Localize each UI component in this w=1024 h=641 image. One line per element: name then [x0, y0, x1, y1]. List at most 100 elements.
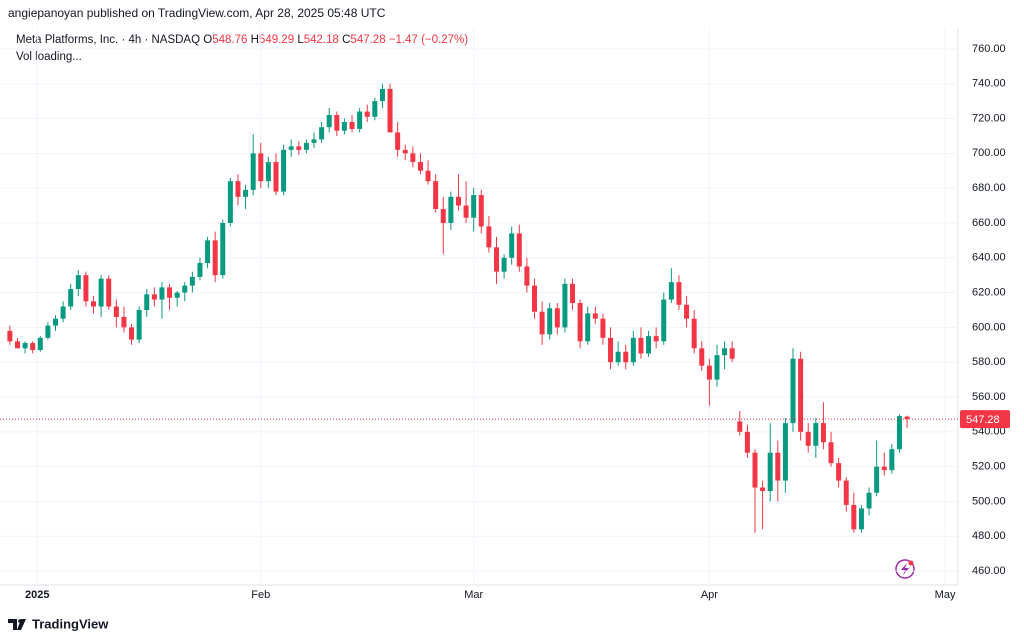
- candle-body: [767, 452, 773, 492]
- candle-body: [410, 153, 416, 163]
- candle-body: [805, 431, 811, 446]
- symbol-name: Meta Platforms, Inc. · 4h · NASDAQ: [16, 34, 200, 46]
- candle-body: [174, 292, 180, 298]
- candle-body: [562, 283, 568, 328]
- candle-body: [661, 299, 667, 342]
- candle-body: [646, 336, 652, 354]
- candle-body: [714, 355, 720, 380]
- candle-body: [387, 88, 393, 133]
- candle-body: [608, 337, 614, 363]
- y-tick-label: 680.00: [972, 182, 1006, 194]
- candle-body: [486, 226, 492, 248]
- ohlc-value: 549.29: [259, 34, 294, 46]
- candle-body: [676, 282, 682, 305]
- y-tick-label: 640.00: [972, 252, 1006, 264]
- candle-body: [532, 285, 538, 312]
- candle-body: [75, 275, 81, 290]
- volume-status: Vol loading...: [16, 51, 82, 63]
- candle-body: [889, 449, 895, 471]
- ohlc-label: O: [203, 34, 212, 46]
- x-tick-label: May: [935, 589, 956, 601]
- candle-body: [874, 466, 880, 493]
- ohlc-value: 547.28: [350, 34, 385, 46]
- candle-body: [623, 351, 629, 363]
- candle-body: [554, 308, 560, 328]
- candle-body: [22, 343, 28, 349]
- candle-body: [425, 170, 431, 182]
- candle-body: [167, 287, 173, 298]
- candle-body: [189, 276, 195, 286]
- grid: [0, 28, 958, 585]
- candle-body: [509, 233, 515, 258]
- candle-body: [782, 423, 788, 481]
- y-tick-label: 660.00: [972, 217, 1006, 229]
- x-tick-label: Apr: [701, 589, 718, 601]
- candle-body: [14, 341, 20, 349]
- candle-body: [843, 480, 849, 505]
- candle-body: [281, 149, 287, 192]
- candle-body: [790, 358, 796, 424]
- candle-body: [668, 282, 674, 300]
- candle-body: [296, 146, 302, 150]
- lightning-icon: [895, 559, 915, 579]
- x-tick-label: Feb: [251, 589, 270, 601]
- candle-body: [37, 337, 43, 351]
- candle-body: [30, 343, 36, 351]
- candle-body: [417, 162, 423, 171]
- candle-body: [828, 442, 834, 464]
- candle-body: [113, 306, 119, 317]
- candle-body: [744, 431, 750, 453]
- y-tick-label: 700.00: [972, 147, 1006, 159]
- candle-body: [615, 351, 621, 363]
- candle-body: [760, 487, 766, 492]
- y-tick-label: 560.00: [972, 391, 1006, 403]
- candle-body: [106, 278, 112, 307]
- candle-body: [851, 504, 857, 530]
- candle-body: [151, 294, 157, 300]
- candle-body: [592, 313, 598, 319]
- y-tick-label: 600.00: [972, 321, 1006, 333]
- candle-body: [775, 452, 781, 481]
- candle-body: [653, 336, 659, 342]
- candle-body: [433, 181, 439, 210]
- candle-body: [752, 452, 758, 488]
- candle-body: [265, 162, 271, 182]
- candle-body: [820, 423, 826, 443]
- candle-body: [463, 205, 469, 218]
- candle-body: [341, 121, 347, 131]
- y-tick-label: 740.00: [972, 78, 1006, 90]
- candle-body: [243, 189, 249, 197]
- x-tick-label: 2025: [25, 589, 49, 601]
- y-tick-label: 460.00: [972, 565, 1006, 577]
- ohlc-label: L: [297, 34, 304, 46]
- candle-body: [493, 247, 499, 272]
- candle-body: [334, 115, 340, 131]
- candle-body: [539, 311, 545, 335]
- y-tick-label: 500.00: [972, 495, 1006, 507]
- candle-body: [372, 101, 378, 117]
- candle-body: [684, 304, 690, 319]
- candle-body: [250, 153, 256, 190]
- candle-body: [129, 327, 135, 340]
- last-price-label: 547.28: [966, 414, 1000, 426]
- candle-body: [303, 142, 309, 150]
- candle-body: [273, 162, 279, 192]
- candle-body: [402, 149, 408, 154]
- publish-info: angiepanoyan published on TradingView.co…: [8, 6, 386, 20]
- ohlc-value: 542.18: [304, 34, 339, 46]
- candle-body: [91, 301, 97, 307]
- candle-body: [896, 416, 902, 450]
- candle-body: [98, 278, 104, 307]
- candle-body: [212, 240, 218, 276]
- y-tick-label: 620.00: [972, 286, 1006, 298]
- candle-body: [159, 287, 165, 300]
- candle-body: [227, 181, 233, 223]
- brand-name: TradingView: [32, 616, 109, 631]
- candle-body: [866, 492, 872, 509]
- candle-body: [53, 318, 59, 326]
- last-price-tag: [960, 410, 1010, 429]
- candle-body: [45, 325, 51, 338]
- candle-body: [798, 358, 804, 432]
- candle-body: [737, 421, 743, 432]
- candle-body: [858, 508, 864, 530]
